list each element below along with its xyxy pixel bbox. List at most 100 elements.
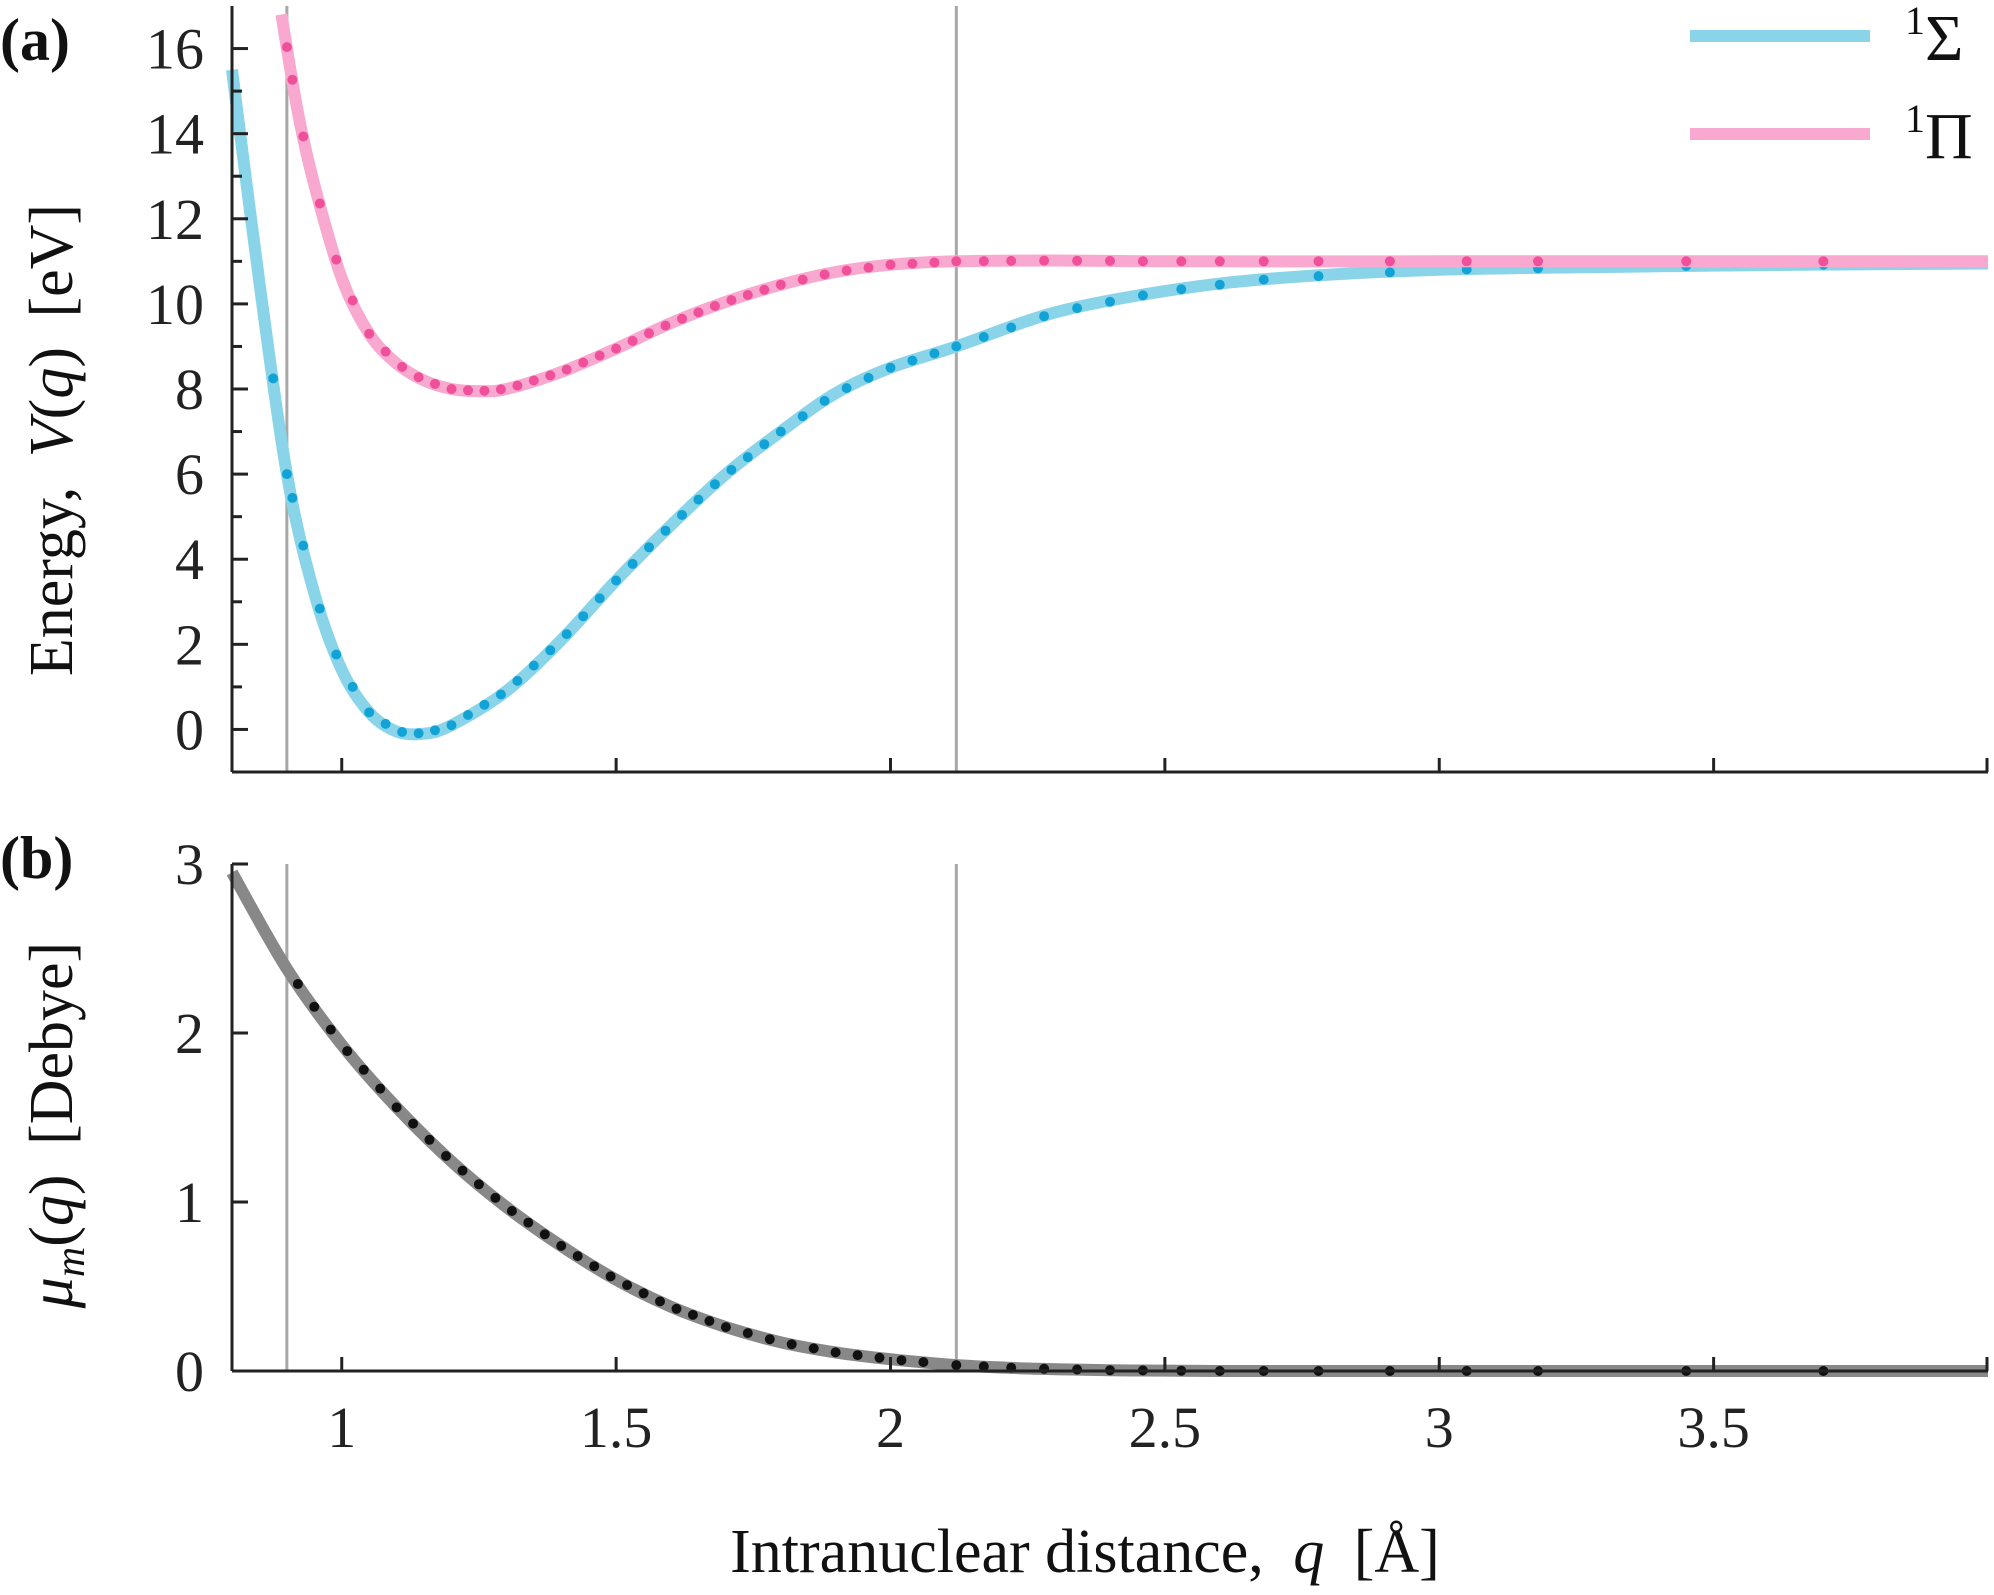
legend-label-sigma: 1Σ — [1905, 0, 1963, 75]
panel-b-y-tick-labels: 0 1 2 3 — [175, 832, 204, 1404]
a-series-1-marker-46 — [1176, 256, 1187, 267]
a-series-1-marker-49 — [1313, 256, 1324, 267]
a-series-0-marker-16 — [512, 675, 523, 686]
b-series-0-marker-21 — [638, 1288, 649, 1299]
a-series-1-marker-15 — [512, 380, 523, 391]
a-series-1-marker-7 — [380, 346, 391, 357]
a-series-0-marker-9 — [397, 727, 408, 737]
a-series-0-marker-27 — [693, 494, 704, 505]
a-series-1-marker-31 — [775, 279, 786, 290]
a-series-1-marker-37 — [907, 258, 918, 269]
a-series-0-marker-41 — [978, 332, 989, 342]
a-series-0-marker-40 — [951, 341, 962, 352]
b-series-0-marker-7 — [408, 1118, 419, 1129]
a-series-0-marker-51 — [1384, 267, 1395, 278]
b-series-0-marker-12 — [490, 1192, 501, 1203]
b-series-0-marker-3 — [342, 1046, 353, 1057]
a-series-0-marker-48 — [1214, 279, 1225, 290]
panel-a-ylabel-func: V — [18, 413, 86, 457]
a-series-1-marker-11 — [446, 384, 457, 394]
a-series-0-marker-14 — [479, 699, 490, 710]
a-series-1-marker-52 — [1533, 256, 1543, 267]
a-series-0-marker-38 — [907, 355, 918, 366]
b-series-0-marker-8 — [424, 1134, 435, 1145]
a-series-1-marker-24 — [660, 320, 671, 331]
panel-b-ylabel-var: q — [18, 1195, 86, 1226]
a-series-1-marker-13 — [479, 385, 490, 396]
a-series-0-marker-19 — [561, 629, 572, 640]
panel-a-label: (a) — [0, 7, 70, 73]
a-series-0-marker-39 — [929, 348, 940, 359]
a-series-0-marker-29 — [726, 464, 737, 475]
b-x-tick-label-0: 1 — [327, 1395, 356, 1460]
a-series-0-marker-30 — [742, 452, 753, 463]
b-series-0-marker-22 — [655, 1296, 665, 1307]
b-series-0-marker-24 — [687, 1309, 698, 1320]
b-series-0-marker-17 — [572, 1251, 583, 1262]
b-series-0-marker-35 — [918, 1357, 929, 1368]
legend-pi-name: Π — [1925, 100, 1973, 173]
b-x-tick-label-3: 2.5 — [1129, 1395, 1202, 1460]
a-series-0-marker-7 — [364, 707, 375, 718]
b-series-0-marker-4 — [358, 1064, 369, 1075]
b-series-0-marker-10 — [457, 1165, 468, 1176]
a-series-1-marker-27 — [709, 301, 720, 311]
a-series-0-marker-25 — [660, 525, 671, 536]
a-series-1-marker-45 — [1137, 256, 1148, 267]
a-series-1-marker-17 — [545, 370, 556, 381]
panel-a-ylabel-var: q — [18, 368, 86, 399]
a-series-1-marker-14 — [495, 384, 506, 395]
panel-a-y-axis-label: Energy, V(q) [eV] — [18, 204, 86, 676]
a-series-0-marker-26 — [677, 510, 687, 520]
panel-b-ylabel-open: ( — [18, 1226, 86, 1247]
a-series-0-marker-23 — [627, 558, 638, 569]
a-y-tick-label-2: 4 — [175, 527, 204, 592]
panel-a-ylabel-unit: [eV] — [18, 204, 86, 318]
panel-b-y-axis-label: μm(q) [Debye] — [18, 942, 94, 1309]
a-series-1-marker-21 — [611, 343, 622, 354]
a-series-1-marker-38 — [929, 257, 940, 268]
a-series-1-marker-19 — [578, 357, 589, 368]
legend-sigma-sup: 1 — [1905, 0, 1925, 43]
a-series-0-marker-22 — [611, 575, 622, 586]
legend: 1Σ 1Π — [1690, 0, 1973, 173]
b-series-0-marker-6 — [391, 1102, 402, 1113]
a-series-0-marker-1 — [281, 469, 292, 480]
panel-b-x-tick-labels: 1 1.5 2 2.5 3 3.5 — [327, 1395, 1750, 1460]
panel-a-ylabel-open: ( — [18, 399, 86, 420]
panel-b-vlines — [285, 864, 958, 1371]
a-series-0-marker-34 — [819, 395, 830, 406]
legend-label-pi: 1Π — [1905, 96, 1973, 173]
a-series-0-marker-44 — [1072, 303, 1083, 314]
a-series-0-line — [226, 69, 1989, 741]
a-series-0-marker-36 — [863, 372, 874, 383]
a-series-1-marker-25 — [677, 313, 687, 324]
a-series-1-marker-32 — [797, 274, 808, 285]
a-series-0-marker-32 — [775, 426, 786, 437]
a-series-0-marker-8 — [380, 718, 391, 729]
a-series-0-marker-13 — [463, 710, 473, 720]
panel-a-y-tick-labels: 0 2 4 6 8 10 12 14 16 — [146, 17, 204, 763]
b-series-0-marker-11 — [473, 1179, 484, 1190]
a-series-0-marker-24 — [644, 542, 654, 553]
a-series-1-marker-23 — [644, 328, 654, 339]
panel-b-xlabel-unit: [Å] — [1354, 1518, 1440, 1586]
a-series-0-marker-17 — [528, 660, 539, 671]
panel-b-ylabel-close: ) — [18, 1174, 86, 1195]
b-series-0-marker-19 — [605, 1271, 616, 1282]
b-series-0-marker-16 — [556, 1240, 567, 1251]
a-series-0-marker-37 — [885, 362, 896, 373]
b-series-0-marker-15 — [539, 1229, 550, 1240]
a-series-1-marker-33 — [819, 269, 830, 280]
b-series-0-marker-14 — [523, 1217, 534, 1228]
a-series-0-marker-33 — [797, 411, 808, 422]
a-series-0-marker-15 — [495, 689, 506, 700]
panel-b-ylabel-unit: [Debye] — [18, 942, 86, 1145]
a-series-0-marker-31 — [759, 439, 770, 450]
a-series-1-marker-26 — [693, 307, 704, 318]
a-series-1-marker-16 — [528, 375, 539, 386]
b-y-tick-label-0: 0 — [175, 1339, 204, 1404]
a-series-0-marker-11 — [430, 725, 440, 736]
a-series-0-marker-28 — [709, 479, 720, 490]
